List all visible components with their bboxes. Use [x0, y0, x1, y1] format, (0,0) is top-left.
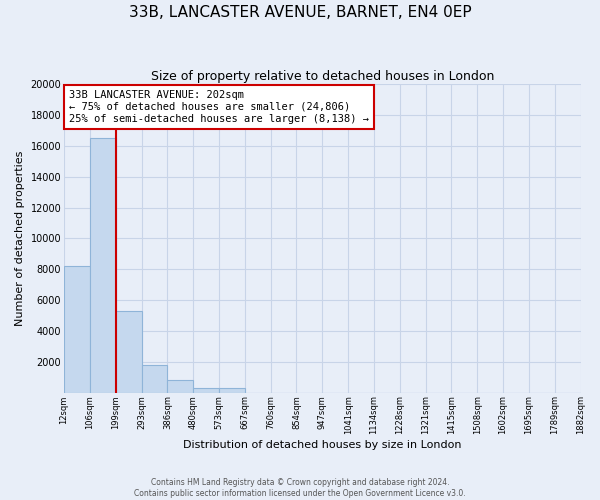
Bar [167, 380, 193, 392]
Y-axis label: Number of detached properties: Number of detached properties [15, 150, 25, 326]
Text: Contains HM Land Registry data © Crown copyright and database right 2024.
Contai: Contains HM Land Registry data © Crown c… [134, 478, 466, 498]
Text: 33B, LANCASTER AVENUE, BARNET, EN4 0EP: 33B, LANCASTER AVENUE, BARNET, EN4 0EP [128, 5, 472, 20]
Bar [116, 311, 142, 392]
Title: Size of property relative to detached houses in London: Size of property relative to detached ho… [151, 70, 494, 83]
Bar [90, 138, 116, 392]
Bar [193, 388, 219, 392]
Bar [219, 388, 245, 392]
Text: 33B LANCASTER AVENUE: 202sqm
← 75% of detached houses are smaller (24,806)
25% o: 33B LANCASTER AVENUE: 202sqm ← 75% of de… [69, 90, 369, 124]
Bar [142, 365, 167, 392]
Bar [64, 266, 90, 392]
X-axis label: Distribution of detached houses by size in London: Distribution of detached houses by size … [183, 440, 461, 450]
